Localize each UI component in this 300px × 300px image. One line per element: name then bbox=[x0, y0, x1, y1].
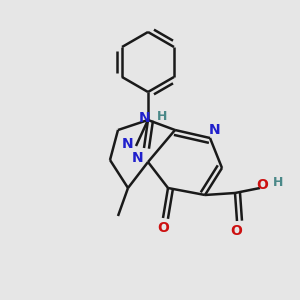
Text: N: N bbox=[139, 111, 151, 125]
Text: N: N bbox=[122, 137, 134, 151]
Text: H: H bbox=[157, 110, 167, 122]
Text: O: O bbox=[157, 221, 169, 235]
Text: O: O bbox=[230, 224, 242, 238]
Text: N: N bbox=[132, 151, 144, 165]
Text: N: N bbox=[209, 123, 221, 137]
Text: H: H bbox=[273, 176, 283, 190]
Text: O: O bbox=[256, 178, 268, 192]
